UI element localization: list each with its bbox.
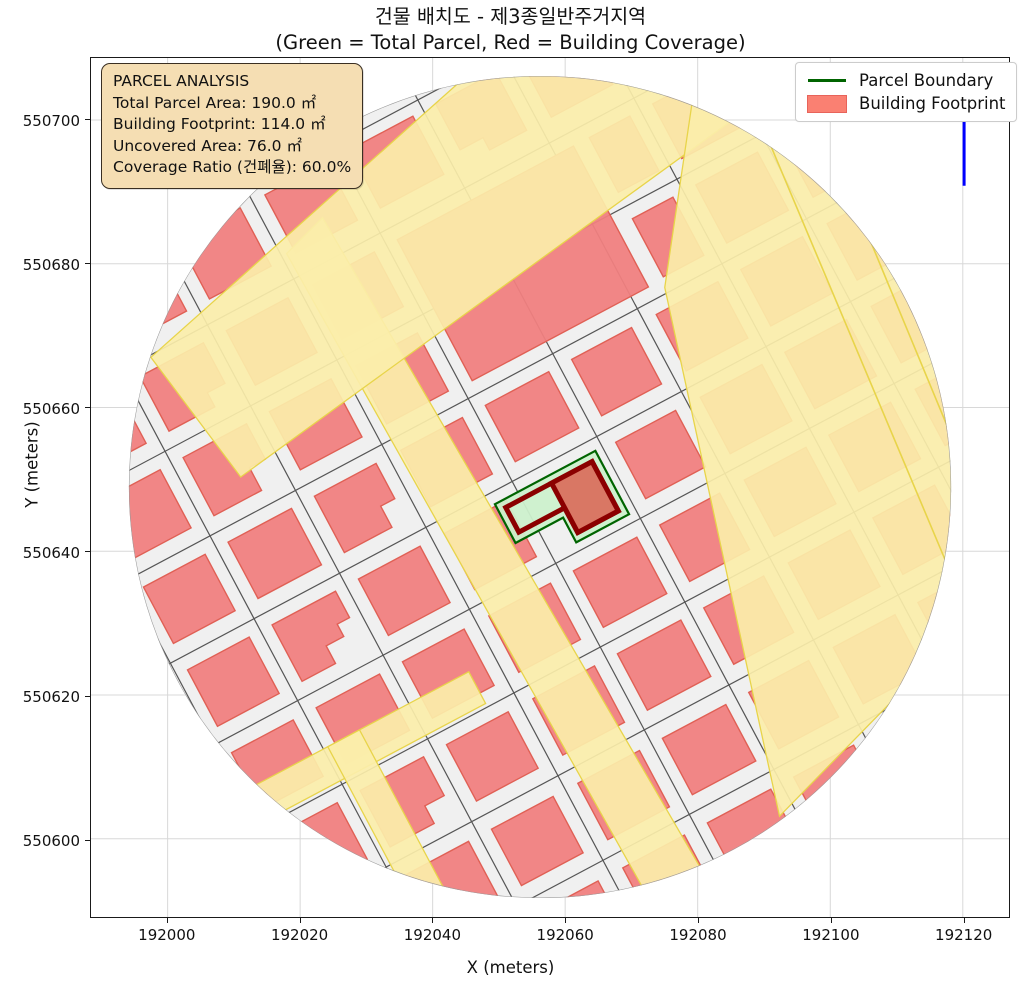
building-footprint-line: Building Footprint: 114.0 ㎡ [113,115,326,133]
ytick-label-550680: 550680 [22,255,80,274]
ytick-label-550600: 550600 [22,832,80,851]
legend-patch-icon [804,94,850,113]
xtick-label-192000: 192000 [138,926,196,944]
ytick-mark-550620 [85,695,90,697]
total-parcel-area-line: Total Parcel Area: 190.0 ㎡ [113,93,317,112]
xtick-label-192040: 192040 [403,926,462,944]
chart-title: 건물 배치도 - 제3종일반주거지역 (Green = Total Parcel… [0,4,1021,56]
xtick-mark-192040 [432,918,434,923]
x-axis-label: X (meters) [466,958,555,977]
ytick-label-550620: 550620 [22,688,80,706]
coverage-ratio-line: Coverage Ratio (건폐율): 60.0% [113,158,352,176]
xtick-mark-192020 [299,918,301,923]
xtick-label-192100: 192100 [802,926,860,944]
ytick-mark-550640 [85,551,90,553]
ytick-mark-550660 [85,407,90,409]
xtick-mark-192120 [963,918,965,923]
y-axis-label: Y (meters) [22,421,42,508]
xtick-label-192060: 192060 [536,926,594,944]
xtick-mark-192000 [166,918,168,923]
chart-title-line2: (Green = Total Parcel, Red = Building Co… [275,31,746,54]
ytick-label-550700: 550700 [22,111,80,130]
xtick-label-192020: 192020 [270,926,329,944]
legend-item-building-footprint[interactable]: Building Footprint [804,92,1006,115]
target-parcel-shape [493,449,631,545]
chart-title-line1: 건물 배치도 - 제3종일반주거지역 [374,5,647,28]
target-overlay [493,105,966,545]
parcel-analysis-title: PARCEL ANALYSIS [113,72,250,90]
ytick-label-550660: 550660 [22,399,80,418]
legend[interactable]: Parcel Boundary Building Footprint [795,62,1017,122]
xtick-mark-192100 [830,918,832,923]
ytick-mark-550680 [85,263,90,265]
ytick-mark-550700 [85,119,90,121]
legend-label-building-footprint: Building Footprint [859,94,1006,113]
legend-line-icon [804,79,850,82]
ytick-label-550640: 550640 [22,543,80,562]
ytick-mark-550600 [85,839,90,841]
legend-label-parcel-boundary: Parcel Boundary [859,71,994,90]
legend-item-parcel-boundary[interactable]: Parcel Boundary [804,69,1006,92]
xtick-label-192080: 192080 [669,926,727,944]
xtick-mark-192080 [698,918,700,923]
xtick-label-192120: 192120 [935,926,993,944]
uncovered-area-line: Uncovered Area: 76.0 ㎡ [113,136,302,155]
parcel-analysis-box: PARCEL ANALYSIS Total Parcel Area: 190.0… [101,63,364,189]
xtick-mark-192060 [565,918,567,923]
